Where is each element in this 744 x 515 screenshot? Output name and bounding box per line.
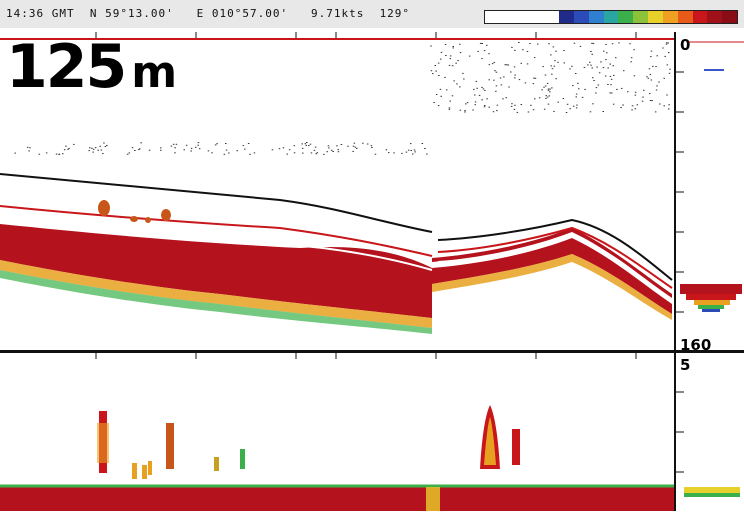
- fish-column: [214, 457, 219, 471]
- heading-readout: 129°: [379, 7, 411, 20]
- speed-readout: 9.71kts: [310, 7, 365, 20]
- bottom-white-band: [432, 232, 672, 304]
- echogram-bottom-zoom: [0, 353, 676, 511]
- depth-value: 125: [6, 32, 127, 102]
- bottom-lock-line: [0, 205, 673, 289]
- bottom-echo-right: [432, 228, 672, 314]
- panel-divider: [0, 350, 744, 353]
- fish-column: [142, 465, 147, 479]
- zoom-bottom-band: [0, 487, 676, 511]
- bottom-histogram: [694, 300, 730, 305]
- bottom-echo-left-fringe2: [0, 270, 432, 334]
- bottom-echo-right-fringe: [432, 254, 672, 320]
- bottom-histogram: [686, 294, 736, 300]
- latitude-readout: N 59°13.00': [89, 7, 174, 20]
- fish-arch-core: [484, 417, 496, 465]
- fish-column: [148, 461, 152, 475]
- bottom-histogram: [698, 305, 724, 309]
- color-scale-bar: [484, 10, 738, 24]
- fish-column: [240, 449, 245, 469]
- zoom-scale-top-label: 5: [680, 356, 691, 374]
- depth-readout: 125 m: [6, 32, 177, 106]
- echogram-main: [0, 32, 676, 350]
- zoom-histogram: [684, 487, 740, 493]
- zoom-bottom-highlight: [426, 487, 440, 511]
- fish-column: [132, 463, 137, 479]
- fish-column-fringe: [97, 423, 109, 463]
- depth-scale-ticks: [676, 71, 684, 473]
- zoom-histogram: [684, 493, 740, 497]
- longitude-readout: E 010°57.00': [196, 7, 289, 20]
- status-text: 14:36 GMT N 59°13.00' E 010°57.00' 9.71k…: [6, 7, 410, 20]
- bottom-trace-line: [0, 219, 673, 303]
- lower-time-ticks: [95, 353, 637, 359]
- bottom-histogram: [680, 284, 742, 294]
- bottom-echo-left-fringe: [0, 260, 432, 328]
- surface-noise: [14, 42, 671, 155]
- depth-scale-graphic: [676, 41, 744, 497]
- scale-bottom-label: 160: [680, 336, 712, 354]
- scale-top-label: 0: [680, 36, 691, 54]
- depth-scale: 0 160 5: [676, 32, 744, 511]
- status-bar: 14:36 GMT N 59°13.00' E 010°57.00' 9.71k…: [0, 0, 744, 28]
- time-readout: 14:36 GMT: [6, 7, 75, 20]
- second-echo-line: [0, 173, 673, 281]
- upper-time-ticks: [95, 32, 637, 38]
- fish-column: [166, 423, 174, 469]
- fish-column: [512, 429, 520, 465]
- fish-schools-upper: [98, 200, 171, 223]
- fish-columns: [97, 405, 520, 479]
- depth-unit: m: [131, 47, 177, 98]
- bottom-histogram: [702, 309, 720, 312]
